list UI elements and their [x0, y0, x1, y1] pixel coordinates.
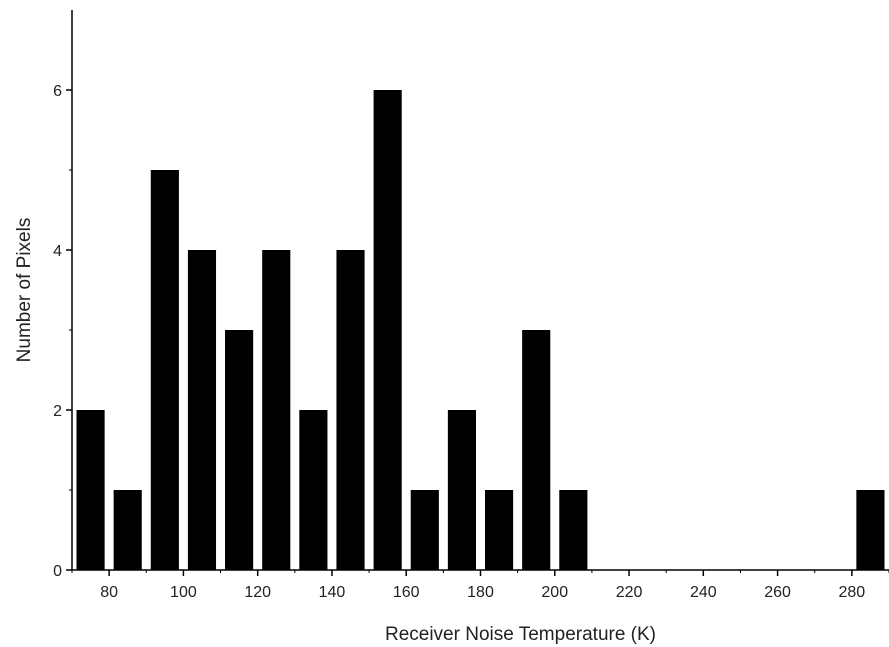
x-tick-label: 120: [244, 584, 271, 601]
bar: [522, 330, 551, 570]
x-tick-label: 280: [839, 584, 866, 601]
y-tick-label: 0: [53, 563, 62, 580]
y-tick-label: 4: [53, 243, 62, 260]
bar: [485, 490, 514, 570]
x-tick-label: 80: [100, 584, 118, 601]
bar: [336, 250, 365, 570]
bar: [262, 250, 291, 570]
bar: [150, 170, 179, 570]
bar: [559, 490, 588, 570]
ticks-group: 80 100 120 140 160 180 200 220 240 260 280 0 2 4 6: [53, 83, 889, 601]
bar: [447, 410, 476, 570]
x-tick-label: 100: [170, 584, 197, 601]
bar: [225, 330, 254, 570]
x-tick-label: 140: [319, 584, 346, 601]
bars-group: [76, 90, 885, 570]
y-tick-label: 2: [53, 403, 62, 420]
x-tick-label: 160: [393, 584, 420, 601]
x-tick-label: 180: [467, 584, 494, 601]
bar: [410, 490, 439, 570]
bar: [113, 490, 142, 570]
x-tick-label: 260: [764, 584, 791, 601]
bar: [76, 410, 105, 570]
y-tick-label: 6: [53, 83, 62, 100]
x-axis-title: Receiver Noise Temperature (K): [385, 624, 656, 645]
x-tick-label: 240: [690, 584, 717, 601]
bar: [299, 410, 328, 570]
bar: [856, 490, 885, 570]
bar: [373, 90, 402, 570]
y-axis-title: Number of Pixels: [14, 218, 35, 363]
x-tick-label: 200: [541, 584, 568, 601]
x-tick-label: 220: [616, 584, 643, 601]
bar: [187, 250, 217, 570]
